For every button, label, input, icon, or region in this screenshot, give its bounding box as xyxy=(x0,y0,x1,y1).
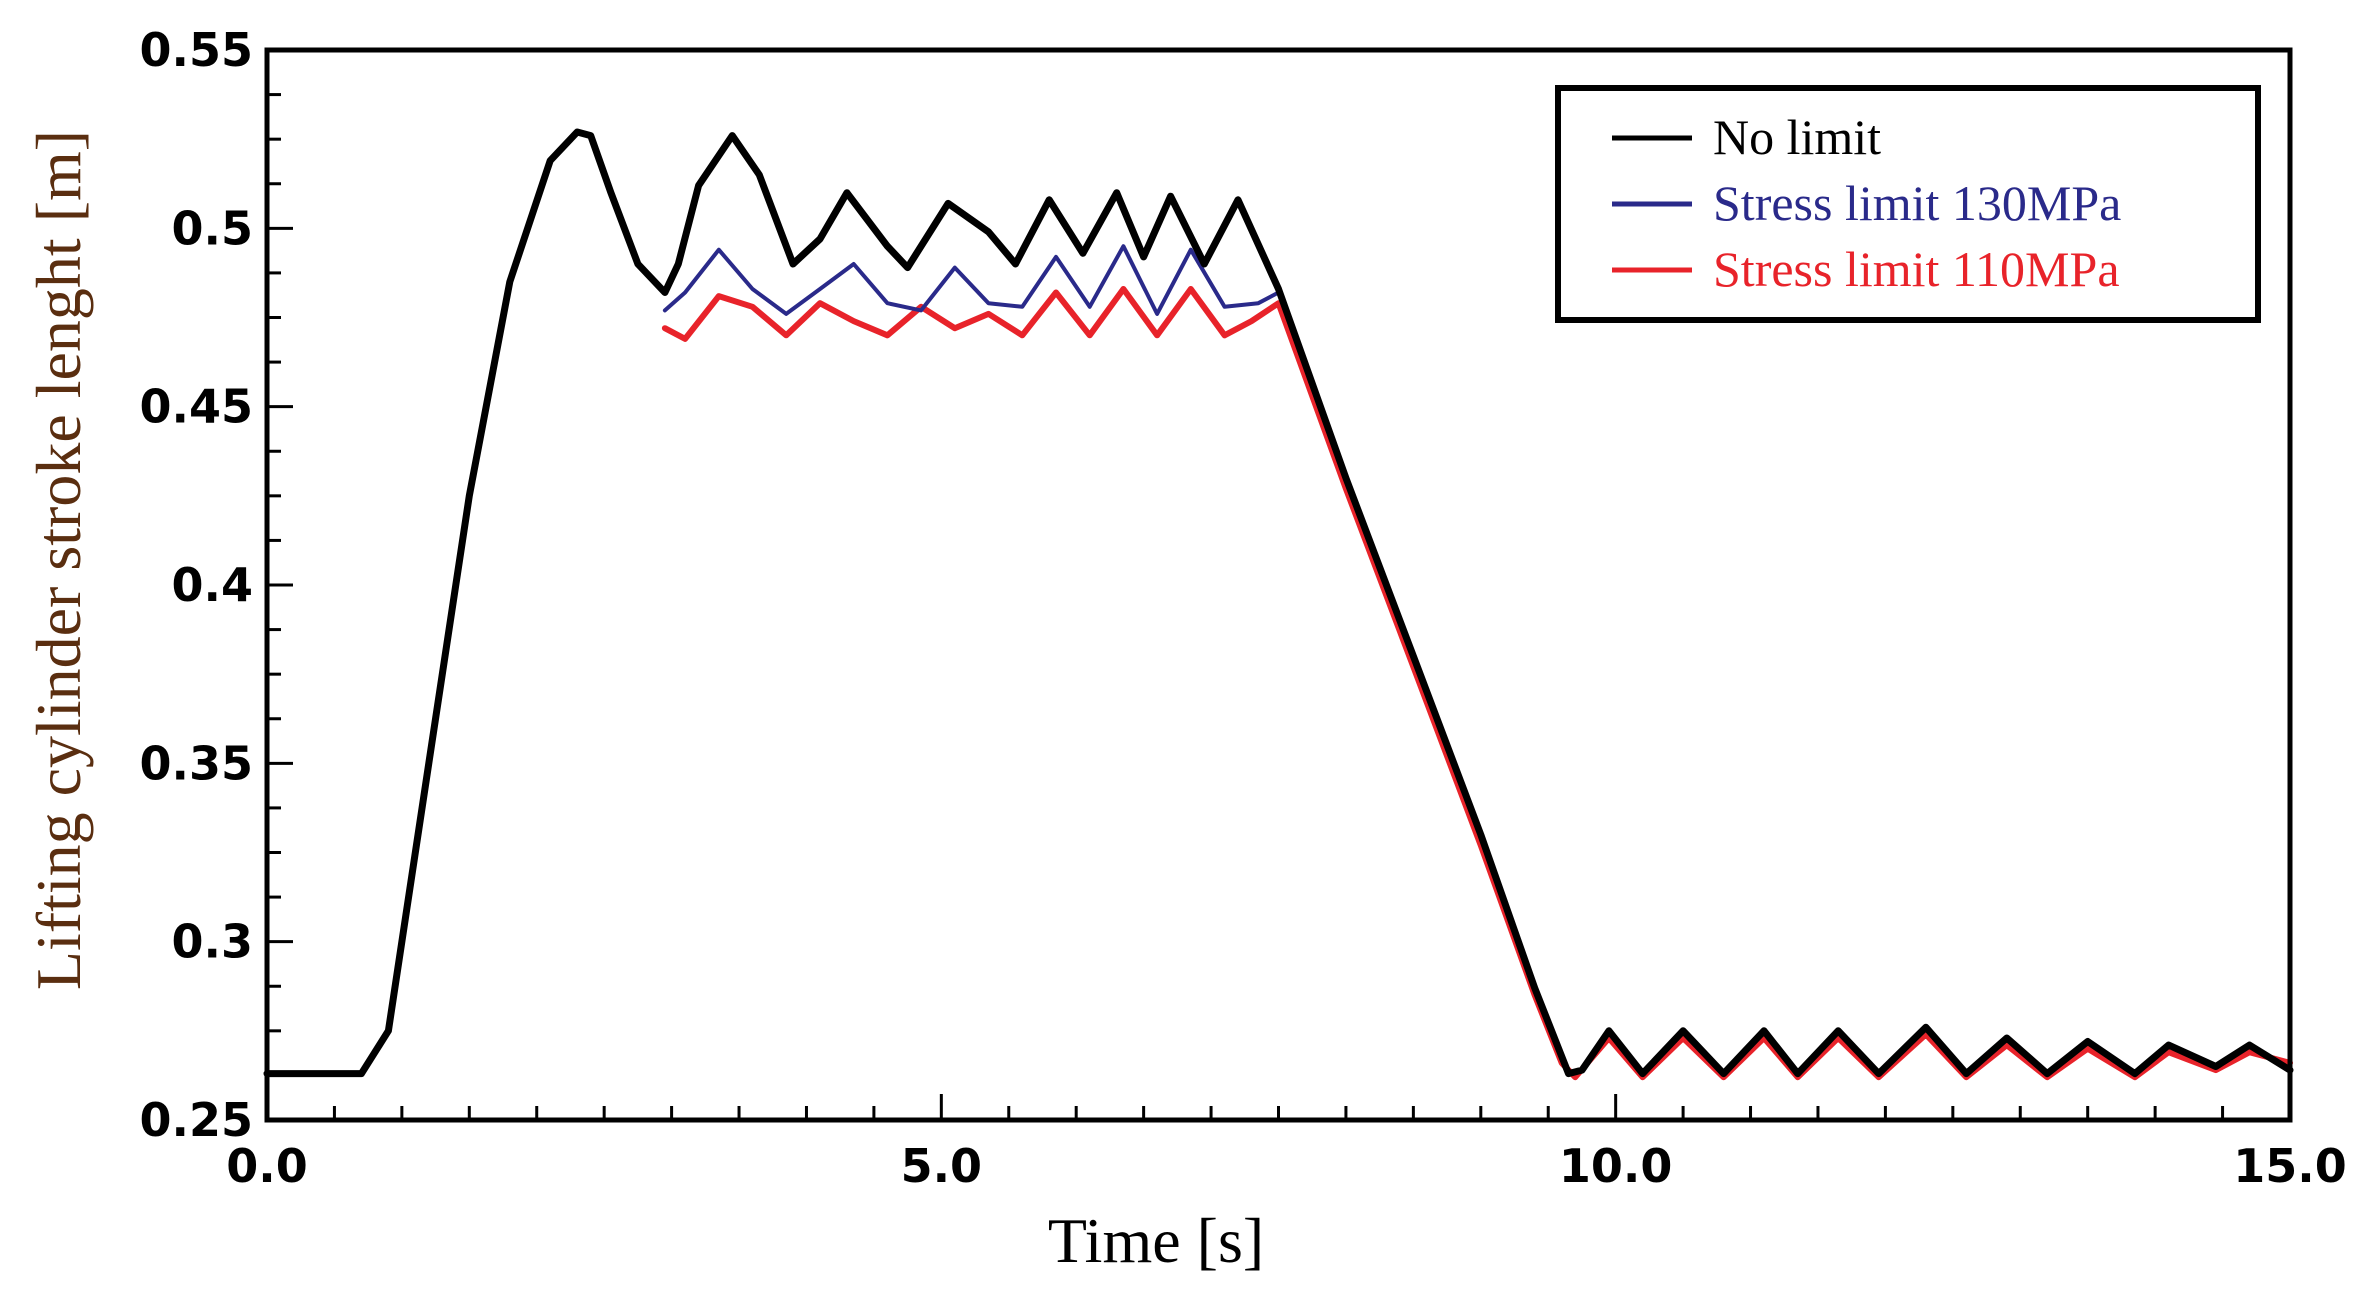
series-line-1 xyxy=(263,128,2294,1078)
y-axis-title: Lifting cylinder stroke lenght [m] xyxy=(23,130,94,990)
series-line-3 xyxy=(661,286,2293,1081)
x-tick-label: 5.0 xyxy=(901,1139,983,1193)
legend-entries: No limit Stress limit 130MPa Stress limit … xyxy=(1612,109,2121,297)
legend-label: No limit xyxy=(1713,109,1881,165)
y-axis-ticks: 0.25 0.3 0.35 0.4 0.45 0.5 0.55 xyxy=(140,23,293,1147)
series-layer xyxy=(263,128,2294,1081)
y-tick-label: 0.4 xyxy=(172,558,254,612)
y-tick-label: 0.3 xyxy=(172,915,254,969)
legend-label: Stress limit 110MPa xyxy=(1713,241,2120,297)
y-tick-label: 0.55 xyxy=(140,23,254,77)
x-tick-label: 10.0 xyxy=(1559,1139,1673,1193)
y-tick-label: 0.5 xyxy=(172,201,254,255)
x-tick-label: 0.0 xyxy=(226,1139,308,1193)
y-tick-label: 0.25 xyxy=(140,1093,254,1147)
x-axis-title: Time [s] xyxy=(1048,1205,1264,1276)
y-tick-label: 0.35 xyxy=(140,736,254,790)
x-tick-label: 15.0 xyxy=(2233,1139,2347,1193)
series-line-2 xyxy=(662,244,1281,316)
legend-label: Stress limit 130MPa xyxy=(1713,175,2121,231)
x-axis-ticks: 0.0 5.0 10.0 15.0 xyxy=(226,1094,2347,1193)
y-tick-label: 0.45 xyxy=(140,380,254,434)
legend: No limit Stress limit 130MPa Stress limit … xyxy=(1555,85,2261,323)
